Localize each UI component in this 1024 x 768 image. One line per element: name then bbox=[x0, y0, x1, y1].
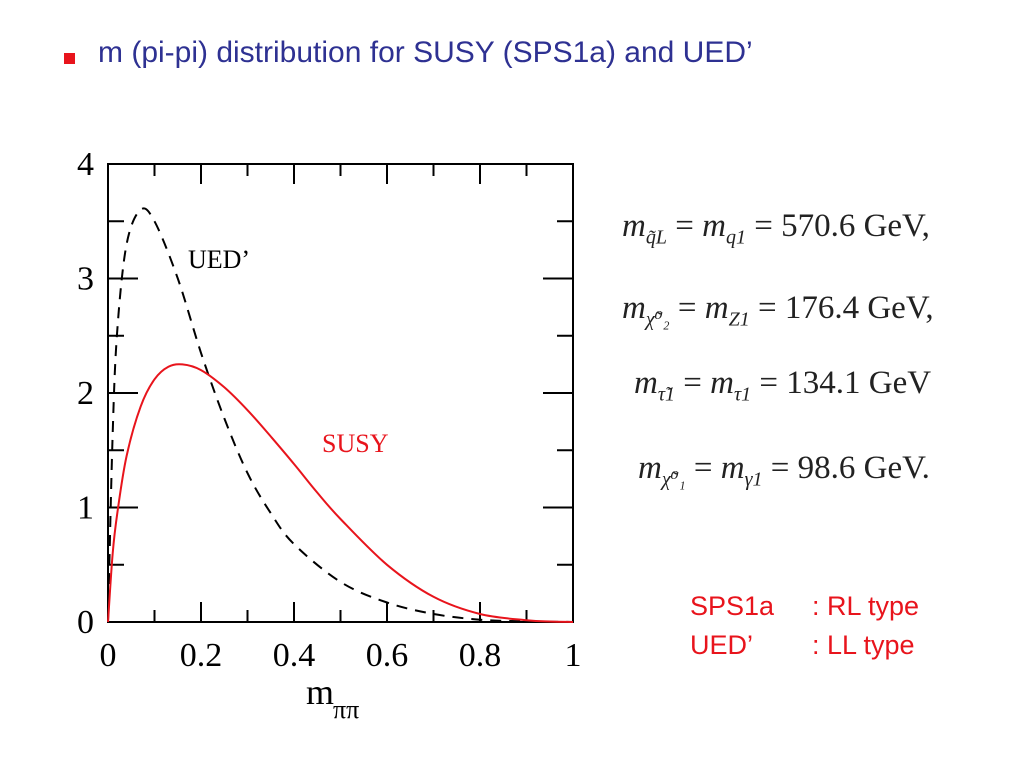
series-ued-line bbox=[107, 207, 574, 623]
slide-title: m (pi-pi) distribution for SUSY (SPS1a) … bbox=[98, 36, 753, 69]
chart-axes bbox=[107, 163, 574, 623]
note-ued-type: UED’ : LL type bbox=[690, 630, 915, 661]
equation-squark-mass: mq̃L = mq1 = 570.6 GeV, bbox=[622, 208, 930, 249]
chart-labels: 0 0.2 0.4 0.6 0.8 1 0 1 2 3 4 UED’ SUSY mππ bbox=[77, 146, 582, 724]
series-susy-line bbox=[107, 363, 574, 623]
y-tick-label: 3 bbox=[77, 261, 94, 298]
chart-series bbox=[107, 207, 574, 623]
x-tick-label: 0.2 bbox=[180, 637, 223, 674]
y-tick-label: 0 bbox=[77, 604, 94, 641]
equation-stau-mass: mτ̃1 = mτ1 = 134.1 GeV bbox=[634, 365, 932, 406]
series-label-susy: SUSY bbox=[322, 429, 389, 458]
equation-neutralino2-mass: mχ̃⁰₂ = mZ1 = 176.4 GeV, bbox=[622, 290, 934, 331]
x-axis-label: m bbox=[306, 672, 334, 712]
plot-frame bbox=[107, 163, 574, 623]
y-tick-label: 4 bbox=[77, 146, 94, 183]
x-tick-label: 1 bbox=[565, 637, 582, 674]
x-axis-label-subscript: ππ bbox=[333, 695, 359, 724]
note-label: SPS1a bbox=[690, 591, 775, 621]
series-label-ued: UED’ bbox=[188, 245, 250, 274]
x-tick-label: 0.8 bbox=[459, 637, 502, 674]
x-tick-label: 0.4 bbox=[273, 637, 316, 674]
y-tick-label: 1 bbox=[77, 490, 94, 527]
equation-neutralino1-mass: mχ̃⁰₁ = mγ1 = 98.6 GeV. bbox=[638, 450, 930, 491]
note-value: : LL type bbox=[812, 630, 915, 660]
x-tick-label: 0 bbox=[100, 637, 117, 674]
note-sps1a-type: SPS1a : RL type bbox=[690, 591, 919, 622]
x-tick-label: 0.6 bbox=[366, 637, 409, 674]
title-bullet bbox=[64, 53, 75, 64]
note-value: : RL type bbox=[812, 591, 920, 621]
note-label: UED’ bbox=[690, 630, 754, 660]
y-tick-label: 2 bbox=[77, 375, 94, 412]
